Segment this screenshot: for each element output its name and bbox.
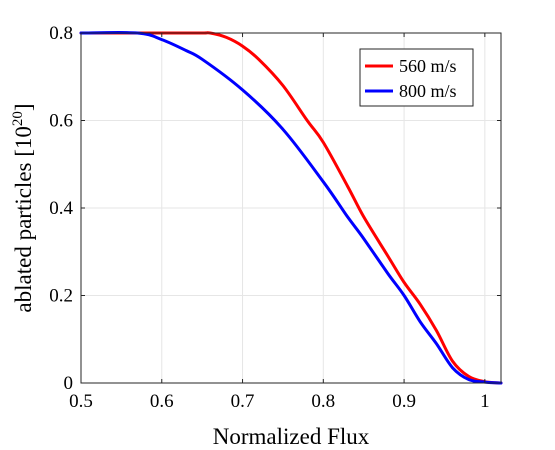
y-tick-label: 0.6 — [49, 111, 73, 132]
tick-labels: 0.5 0.6 0.7 0.8 0.9 1 0 0.2 0.4 0.6 0.8 — [49, 23, 489, 412]
series-line-1 — [79, 31, 503, 385]
y-axis-title-main: ablated particles [10 — [11, 126, 36, 312]
x-axis-title: Normalized Flux — [213, 424, 370, 449]
y-axis-title-suffix: ] — [11, 103, 36, 111]
y-tick-label: 0.2 — [49, 286, 73, 307]
y-axis-title-superscript: 20 — [10, 111, 26, 126]
y-tick-label: 0.8 — [49, 23, 73, 44]
legend-label-800: 800 m/s — [399, 81, 457, 101]
x-tick-label: 1 — [480, 391, 490, 412]
y-axis-title: ablated particles [1020] — [10, 103, 36, 312]
y-tick-label: 0.4 — [49, 198, 73, 219]
x-tick-label: 0.9 — [392, 391, 416, 412]
legend-box — [359, 48, 474, 107]
legend-label-560: 560 m/s — [399, 56, 457, 76]
legend: 560 m/s 800 m/s — [359, 48, 474, 107]
axis-ticks — [80, 32, 501, 384]
x-tick-label: 0.5 — [69, 391, 93, 412]
x-tick-label: 0.7 — [231, 391, 255, 412]
x-tick-label: 0.8 — [311, 391, 335, 412]
y-tick-label: 0 — [64, 373, 74, 394]
x-tick-label: 0.6 — [150, 391, 174, 412]
